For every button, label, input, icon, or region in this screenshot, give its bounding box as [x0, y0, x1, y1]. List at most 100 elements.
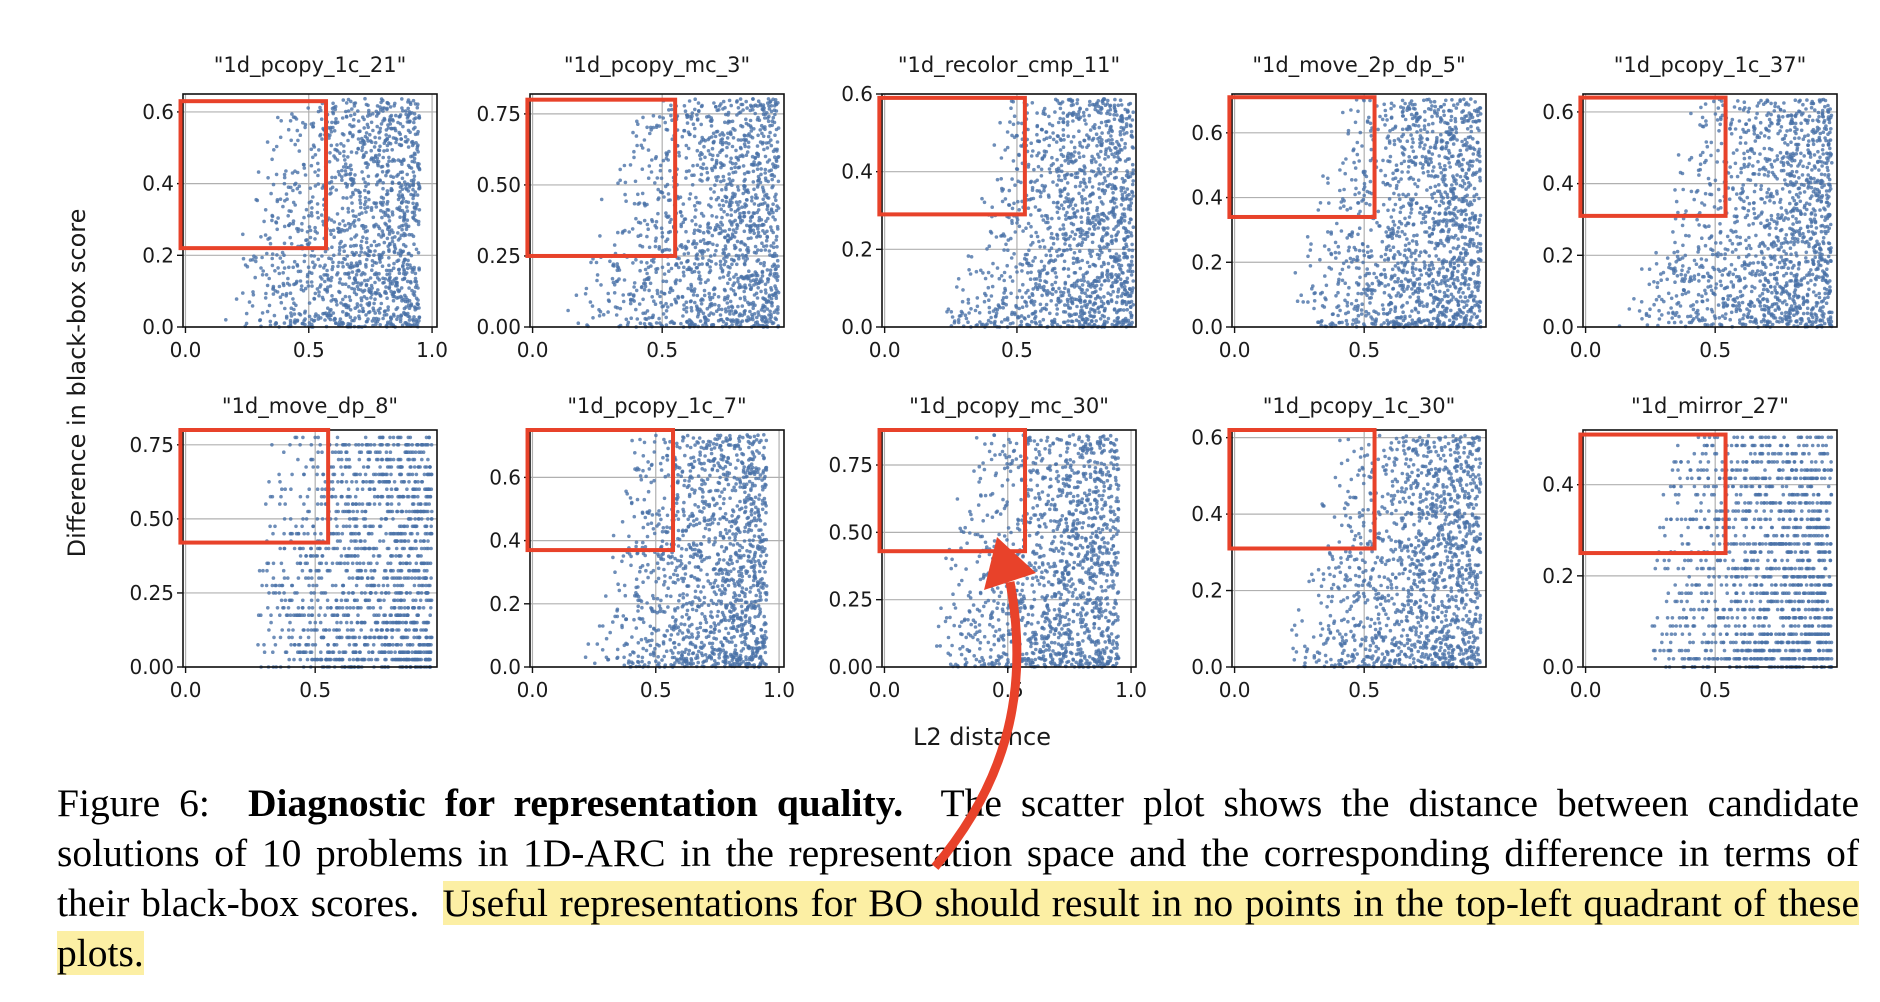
scatter-point	[309, 254, 314, 258]
scatter-point	[1127, 248, 1131, 252]
scatter-point	[359, 239, 364, 244]
scatter-point	[1115, 160, 1119, 164]
scatter-point	[1016, 179, 1020, 184]
scatter-point	[385, 148, 389, 152]
scatter-point	[748, 228, 752, 232]
scatter-point	[726, 234, 731, 238]
scatter-point	[1379, 168, 1383, 173]
scatter-point	[264, 291, 268, 296]
scatter-point	[755, 144, 760, 148]
scatter-point	[311, 155, 315, 160]
scatter-point	[713, 302, 717, 307]
scatter-point	[760, 202, 765, 206]
scatter-point	[699, 172, 704, 177]
scatter-point	[645, 309, 650, 313]
scatter-point	[337, 173, 342, 177]
scatter-point	[404, 321, 408, 325]
scatter-point	[286, 214, 290, 218]
scatter-point	[739, 102, 743, 107]
scatter-point	[670, 319, 674, 324]
y-tick-label: 0.00	[476, 315, 521, 339]
scatter-point	[262, 219, 266, 224]
scatter-point	[404, 112, 408, 117]
scatter-point	[406, 251, 411, 256]
scatter-point	[377, 136, 382, 140]
scatter-point	[377, 242, 381, 247]
scatter-point	[718, 276, 722, 280]
scatter-point	[1090, 154, 1094, 159]
scatter-point	[1024, 226, 1028, 230]
scatter-point	[395, 317, 399, 322]
scatter-point	[1061, 232, 1065, 237]
scatter-point	[290, 171, 295, 175]
scatter-point	[734, 272, 738, 277]
scatter-point	[241, 232, 245, 237]
scatter-point	[349, 195, 353, 199]
scatter-point	[398, 208, 402, 213]
scatter-point	[698, 157, 703, 161]
scatter-point	[752, 293, 757, 297]
scatter-point	[763, 154, 768, 159]
scatter-point	[642, 138, 647, 142]
scatter-point	[1079, 215, 1083, 219]
scatter-point	[1061, 223, 1066, 227]
scatter-point	[346, 138, 350, 143]
scatter-point	[278, 197, 283, 201]
scatter-point	[1353, 247, 1358, 252]
scatter-point	[1087, 248, 1092, 253]
scatter-point	[775, 140, 780, 144]
scatter-point	[640, 244, 645, 249]
scatter-point	[700, 252, 705, 256]
scatter-point	[768, 253, 772, 257]
scatter-point	[720, 229, 725, 233]
scatter-point	[1110, 186, 1114, 191]
scatter-point	[1033, 309, 1038, 314]
scatter-point	[1112, 176, 1117, 180]
scatter-point	[1078, 107, 1082, 111]
scatter-point	[701, 238, 706, 242]
scatter-point	[1076, 112, 1081, 117]
scatter-point	[385, 189, 390, 193]
scatter-point	[776, 311, 780, 315]
scatter-point	[728, 160, 733, 164]
scatter-point	[1100, 106, 1104, 111]
scatter-point	[1064, 217, 1068, 221]
scatter-point	[720, 198, 725, 203]
scatter-point	[1059, 178, 1064, 183]
scatter-point	[1368, 121, 1373, 126]
scatter-point	[313, 184, 318, 188]
scatter-point	[655, 291, 660, 296]
scatter-point	[405, 266, 410, 271]
scatter-point	[726, 281, 730, 286]
scatter-point	[1050, 322, 1054, 327]
scatter-point	[1386, 256, 1391, 261]
scatter-point	[1343, 298, 1347, 303]
scatter-point	[417, 186, 421, 191]
scatter-point	[1008, 120, 1012, 124]
scatter-point	[403, 109, 408, 113]
scatter-point	[1071, 256, 1076, 260]
scatter-point	[654, 267, 658, 271]
scatter-point	[1400, 145, 1404, 149]
scatter-point	[1114, 259, 1118, 264]
scatter-point	[700, 179, 704, 183]
scatter-point	[316, 314, 321, 318]
scatter-point	[243, 263, 248, 267]
scatter-point	[749, 279, 753, 283]
scatter-point	[417, 116, 422, 120]
scatter-point	[678, 210, 683, 215]
scatter-point	[756, 203, 761, 208]
scatter-point	[708, 187, 713, 191]
scatter-point	[1034, 230, 1038, 235]
scatter-point	[1026, 221, 1031, 226]
scatter-point	[736, 138, 741, 142]
scatter-point	[711, 140, 716, 145]
scatter-point	[1009, 99, 1014, 103]
scatter-point	[363, 96, 367, 101]
scatter-point	[407, 185, 412, 189]
scatter-point	[1437, 203, 1442, 208]
scatter-point	[389, 126, 394, 131]
scatter-point	[366, 139, 370, 143]
scatter-point	[765, 195, 770, 200]
scatter-point	[698, 319, 703, 323]
